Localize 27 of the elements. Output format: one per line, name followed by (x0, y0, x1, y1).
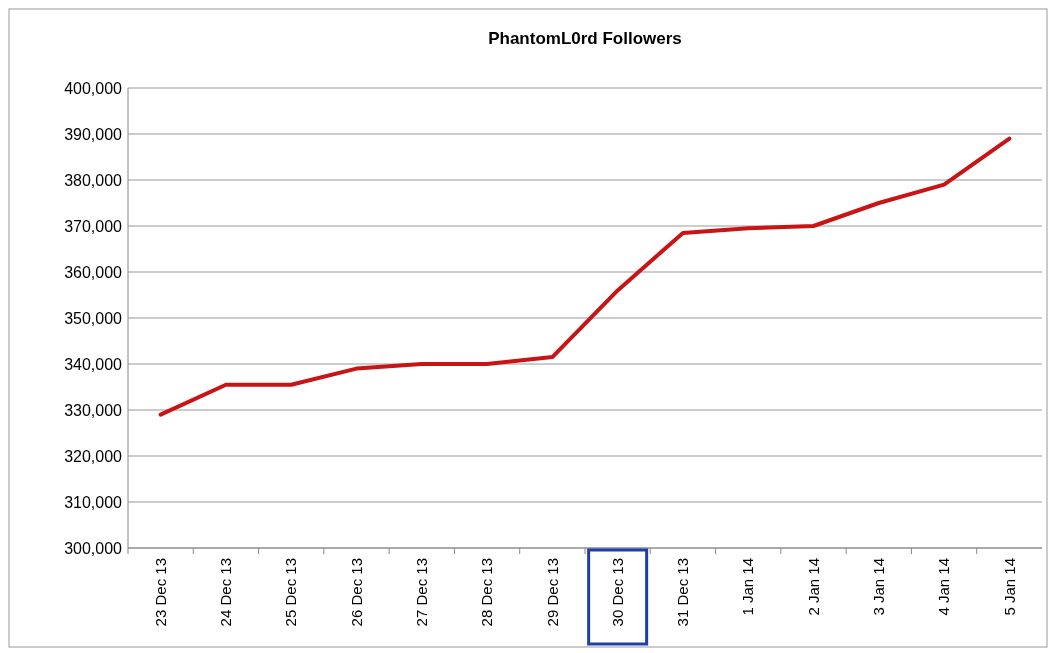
y-tick-label: 370,000 (64, 217, 123, 235)
x-tick-label: 3 Jan 14 (870, 558, 888, 616)
y-tick-label: 300,000 (64, 539, 123, 557)
chart-title: PhantomL0rd Followers (488, 29, 682, 48)
x-tick-label: 5 Jan 14 (1000, 558, 1018, 616)
x-tick-label: 28 Dec 13 (478, 558, 496, 627)
x-tick-label: 30 Dec 13 (608, 558, 626, 627)
y-tick-label: 340,000 (64, 355, 123, 373)
x-tick-label: 23 Dec 13 (151, 558, 169, 627)
y-tick-label: 310,000 (64, 493, 123, 511)
x-tick-label: 24 Dec 13 (217, 558, 235, 627)
x-tick-label: 1 Jan 14 (739, 558, 757, 616)
x-tick-label: 29 Dec 13 (543, 558, 561, 627)
y-tick-label: 390,000 (64, 125, 123, 143)
y-tick-label: 380,000 (64, 171, 123, 189)
x-tick-label: 4 Jan 14 (935, 558, 953, 616)
y-tick-label: 330,000 (64, 401, 123, 419)
x-tick-label: 2 Jan 14 (804, 558, 822, 616)
y-tick-label: 350,000 (64, 309, 123, 327)
x-tick-label: 25 Dec 13 (282, 558, 300, 627)
y-tick-label: 320,000 (64, 447, 123, 465)
x-tick-label: 26 Dec 13 (347, 558, 365, 627)
line-series (158, 136, 1012, 417)
y-tick-label: 400,000 (64, 79, 123, 97)
x-tick-label: 31 Dec 13 (674, 558, 692, 627)
y-tick-label: 360,000 (64, 263, 123, 281)
x-tick-label: 27 Dec 13 (413, 558, 431, 627)
